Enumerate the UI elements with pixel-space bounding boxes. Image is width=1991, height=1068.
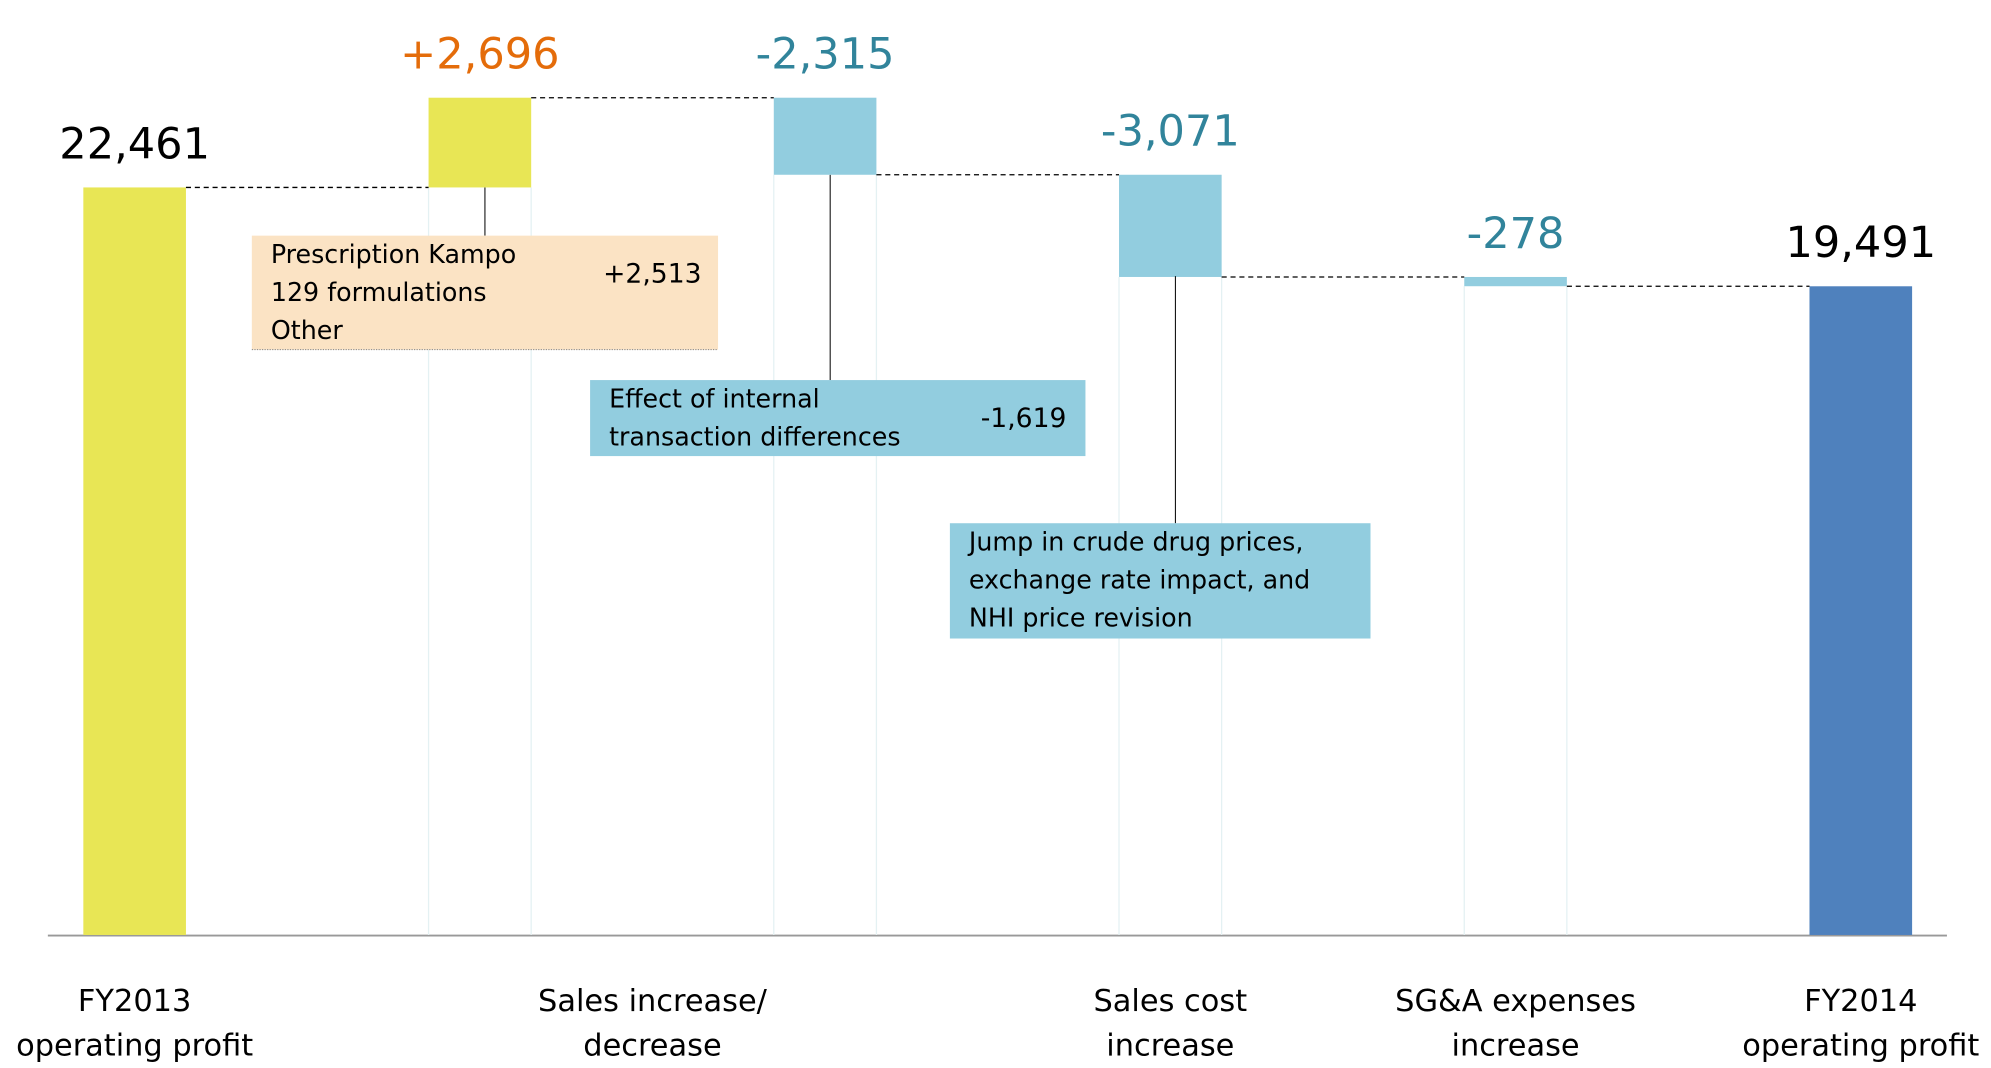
category-line: increase (1106, 1028, 1234, 1063)
annotation-box (590, 380, 1086, 457)
bar (773, 97, 877, 175)
category-line: SG&A expenses (1395, 984, 1636, 1019)
value-label: +2,696 (400, 30, 559, 80)
annotation-text: Jump in crude drug prices, exchange rate … (967, 527, 1310, 633)
category-line: Sales increase/ (538, 984, 768, 1019)
annotation-value: +2,513 (603, 258, 701, 289)
annotation-line: exchange rate impact, and (969, 565, 1310, 595)
value-label: 22,461 (59, 119, 210, 169)
category-line: FY2013 (78, 984, 191, 1019)
annotation-line: NHI price revision (969, 603, 1193, 633)
category-label: SG&A expenses increase (1395, 984, 1636, 1063)
category-line: increase (1452, 1028, 1580, 1063)
category-line: decrease (583, 1028, 721, 1063)
value-label: -2,315 (756, 30, 895, 80)
category-line: FY2014 (1804, 984, 1917, 1019)
annotation-line: Prescription Kampo (271, 239, 516, 269)
annotation-text: Effect of internal transaction difference… (609, 383, 900, 451)
annotation-line: 129 formulations (271, 277, 487, 307)
bar (1119, 174, 1222, 277)
bar (83, 187, 186, 935)
annotation-line: Effect of internal (609, 383, 820, 413)
category-label: Sales increase/decrease (538, 984, 768, 1063)
annotation-text: Prescription Kampo 129 formulations Other (271, 239, 516, 345)
annotation-box (949, 523, 1371, 639)
annotation-line: transaction differences (609, 421, 900, 451)
annotation-line: Other (271, 315, 344, 345)
bar (1809, 286, 1913, 935)
annotation-line: Jump in crude drug prices, (967, 527, 1304, 557)
bar (1464, 276, 1567, 287)
value-label: 19,491 (1785, 218, 1936, 268)
category-line: operating profit (1742, 1028, 1979, 1063)
value-label: -3,071 (1101, 107, 1240, 157)
bar (428, 97, 532, 188)
annotation-box (251, 235, 719, 350)
category-label: FY2013 operating profit (16, 984, 253, 1063)
category-label: Sales cost increase (1094, 984, 1248, 1063)
category-label: FY2014 operating profit (1742, 984, 1979, 1063)
value-label: -278 (1467, 209, 1565, 259)
annotation-value: -1,619 (981, 403, 1067, 434)
category-line: Sales cost (1094, 984, 1248, 1019)
category-line: operating profit (16, 1028, 253, 1063)
